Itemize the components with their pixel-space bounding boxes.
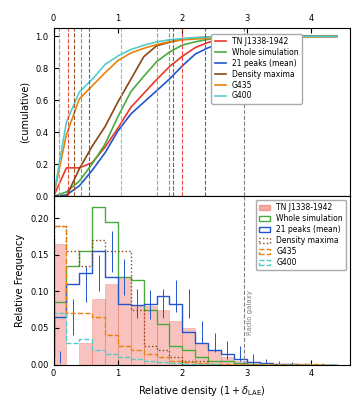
Bar — [157, 310, 170, 364]
Bar — [118, 277, 131, 364]
Bar — [105, 284, 118, 364]
Y-axis label: Relative Frequency: Relative Frequency — [15, 234, 25, 327]
Bar — [144, 306, 157, 364]
Text: Radio galaxy: Radio galaxy — [247, 290, 253, 335]
Y-axis label: (cumulative): (cumulative) — [20, 81, 30, 143]
Bar — [195, 343, 208, 364]
Bar — [208, 350, 221, 364]
Text: 10%: 10% — [233, 56, 248, 75]
Bar — [92, 299, 105, 364]
Text: 90%: 90% — [248, 56, 263, 75]
Bar — [170, 321, 182, 364]
Bar — [79, 343, 92, 364]
Legend: TN J1338-1942, Whole simulation, 21 peaks (mean), Density maxima, G435, G400: TN J1338-1942, Whole simulation, 21 peak… — [256, 200, 346, 270]
Bar — [234, 361, 247, 364]
Bar — [131, 306, 144, 364]
X-axis label: Relative density $(1+\delta_{\rm LAE})$: Relative density $(1+\delta_{\rm LAE})$ — [138, 384, 266, 398]
Bar — [54, 244, 66, 364]
Bar — [182, 328, 195, 364]
Bar — [221, 357, 234, 364]
Legend: TN J1338-1942, Whole simulation, 21 peaks (mean), Density maxima, G435, G400: TN J1338-1942, Whole simulation, 21 peak… — [211, 34, 302, 104]
